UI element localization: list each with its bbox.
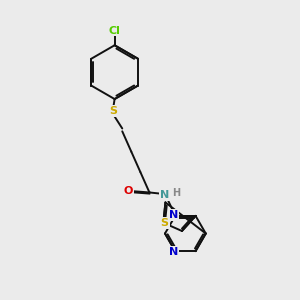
Text: S: S (161, 218, 169, 228)
Text: S: S (109, 106, 117, 116)
Text: O: O (124, 186, 133, 196)
Text: N: N (169, 247, 178, 257)
Text: H: H (172, 188, 180, 198)
Text: N: N (169, 210, 178, 220)
Text: N: N (160, 190, 169, 200)
Text: Cl: Cl (109, 26, 121, 35)
